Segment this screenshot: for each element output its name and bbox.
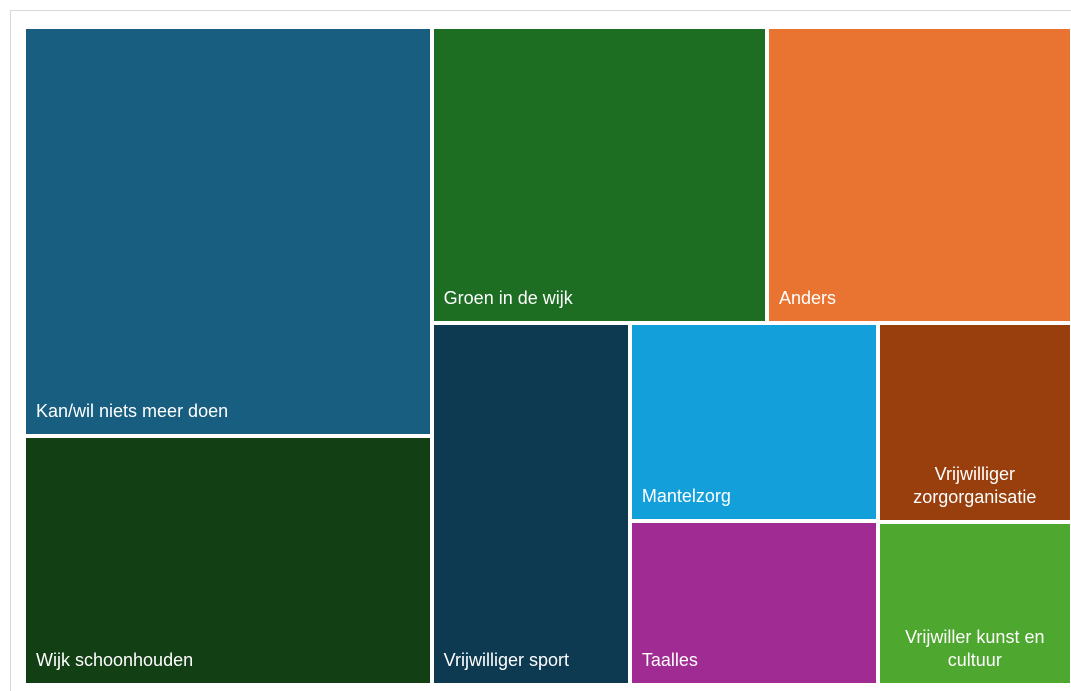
tile-label: Vrijwiller kunst en cultuur bbox=[905, 626, 1045, 670]
tile-label: Mantelzorg bbox=[641, 485, 731, 506]
treemap-tile: Mantelzorg bbox=[631, 325, 876, 519]
tile-label: Vrijwilliger zorgorganisatie bbox=[913, 463, 1037, 507]
tile-label: Anders bbox=[778, 288, 837, 309]
tile-label: Groen in de wijk bbox=[443, 288, 573, 309]
treemap-tile: Groen in de wijk bbox=[433, 29, 765, 322]
treemap-tile: Kan/wil niets meer doen bbox=[26, 29, 430, 435]
treemap-tile: Wijk schoonhouden bbox=[26, 438, 430, 683]
tile-label: Vrijwilliger sport bbox=[443, 649, 570, 670]
tile-label: Wijk schoonhouden bbox=[36, 649, 194, 670]
tile-label: Kan/wil niets meer doen bbox=[36, 401, 229, 422]
chart-frame bbox=[10, 10, 1071, 691]
tile-label: Taalles bbox=[641, 649, 698, 670]
treemap-tile: Taalles bbox=[631, 522, 876, 683]
treemap-tile: Vrijwiller kunst en cultuur bbox=[879, 523, 1070, 683]
treemap-tile: Anders bbox=[768, 29, 1070, 322]
treemap-tile: Vrijwilliger sport bbox=[433, 325, 628, 683]
treemap-tile: Vrijwilliger zorgorganisatie bbox=[879, 325, 1070, 520]
